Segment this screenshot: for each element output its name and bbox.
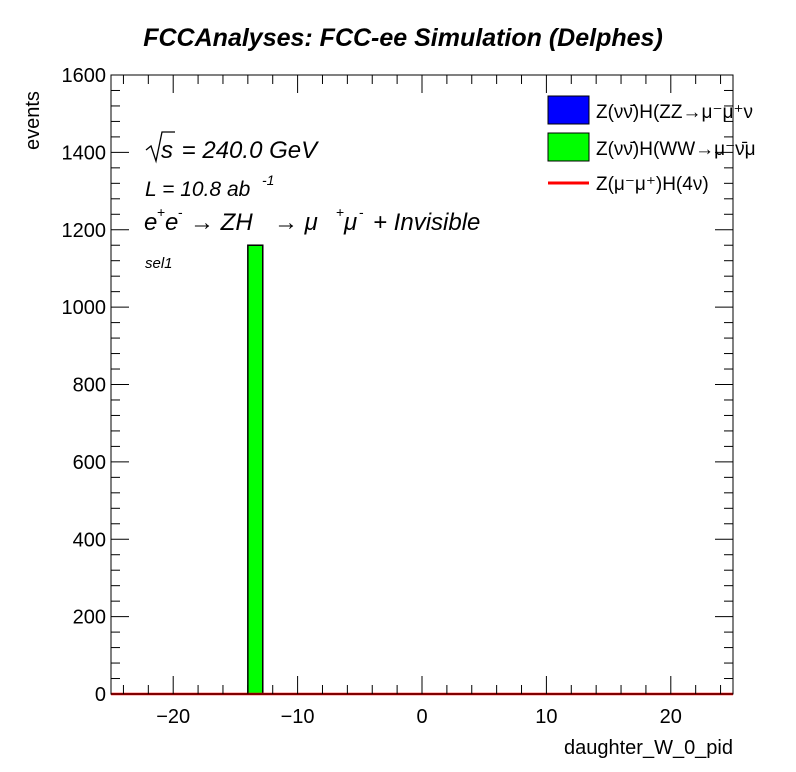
y-tick-label: 1400 (62, 142, 107, 164)
process-e2-sup: - (178, 204, 183, 220)
process-zh: → ZH (190, 209, 253, 236)
process-e1-sup: + (157, 204, 165, 220)
plot-frame (110, 74, 734, 695)
y-tick-label: 1000 (62, 297, 107, 319)
x-axis-label: daughter_W_0_pid (564, 737, 733, 759)
x-tick-label: −20 (156, 706, 190, 728)
legend-swatch-zz (547, 95, 590, 125)
x-tick-label: 20 (660, 706, 682, 728)
y-tick-label: 200 (73, 607, 106, 629)
bars-group (247, 244, 264, 695)
sqrt-s-variable: s (161, 137, 173, 164)
legend-label-zz: Z(νν̄)H(ZZ→μ⁻μ⁺ν (596, 102, 753, 123)
process-e2: e (165, 209, 178, 236)
x-tick-label: 10 (535, 706, 557, 728)
y-tick-label: 600 (73, 452, 106, 474)
histogram-bar-1-0 (247, 244, 264, 695)
luminosity-text: L = 10.8 ab (145, 178, 251, 201)
y-tick-label: 0 (95, 684, 106, 706)
luminosity-annotation: L = 10.8 ab -1 (145, 172, 274, 201)
process-mu2: μ (343, 209, 357, 236)
y-tick-label: 800 (73, 375, 106, 397)
process-annotation: e + e - → ZH → μ + μ - + Invisible (144, 204, 480, 236)
y-tick-label: 400 (73, 529, 106, 551)
process-mu2-sup: - (359, 204, 364, 220)
luminosity-exponent: -1 (262, 172, 274, 188)
process-e1: e (144, 209, 157, 236)
y-tick-label: 1600 (62, 65, 107, 87)
sqrt-s-annotation: s = 240.0 GeV (145, 131, 319, 164)
legend-label-4nu: Z(μ⁻μ⁺)H(4ν) (596, 174, 709, 195)
legend: Z(νν̄)H(ZZ→μ⁻μ⁺ν Z(νν̄)H(WW→μ⁻ν̄μ Z(μ⁻μ⁺… (547, 95, 756, 195)
process-mu1-sup: + (336, 204, 344, 220)
sqrt-symbol-icon (145, 131, 175, 164)
legend-swatch-ww (547, 132, 590, 162)
selection-label: sel1 (145, 255, 173, 272)
ticks-group (111, 74, 733, 695)
x-tick-label: 0 (416, 706, 427, 728)
chart-title: FCCAnalyses: FCC-ee Simulation (Delphes) (143, 24, 663, 52)
process-mu1: → μ (274, 209, 318, 236)
energy-text: = 240.0 GeV (175, 137, 319, 164)
legend-label-ww: Z(νν̄)H(WW→μ⁻ν̄μ (596, 139, 756, 160)
process-tail: + Invisible (373, 209, 480, 236)
y-axis-label: events (22, 91, 44, 150)
y-tick-label: 1200 (62, 220, 107, 242)
x-tick-label: −10 (281, 706, 315, 728)
